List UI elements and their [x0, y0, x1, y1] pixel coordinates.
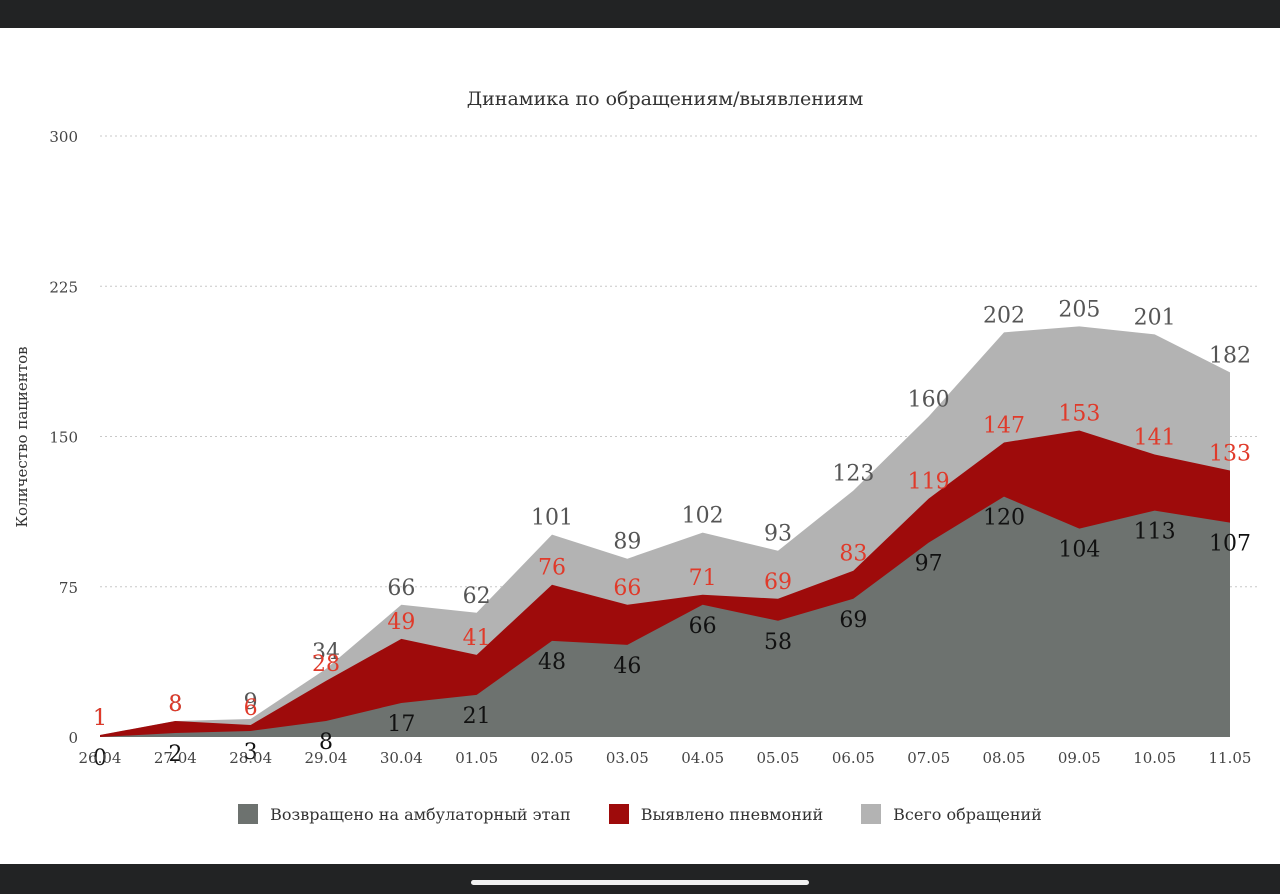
area-series	[100, 496, 1230, 737]
data-label: 1	[93, 706, 107, 731]
legend-swatch-pneumonia	[608, 804, 629, 824]
x-tick-label: 28.04	[229, 749, 272, 767]
legend-item-returned: Возвращено на амбулаторный этап	[238, 804, 571, 824]
x-tick-label: 08.05	[983, 749, 1026, 767]
data-label: 160	[908, 387, 950, 412]
data-label: 101	[531, 506, 573, 531]
data-label: 119	[908, 470, 950, 495]
data-label: 58	[764, 630, 792, 655]
y-tick-label: 225	[49, 278, 78, 296]
chart-title: Динамика по обращениям/выявлениям	[466, 88, 864, 110]
x-tick-label: 04.05	[681, 749, 724, 767]
top-status-bar	[0, 0, 1280, 28]
data-label: 113	[1134, 520, 1176, 545]
data-label: 17	[387, 712, 415, 737]
legend-item-total: Всего обращений	[861, 804, 1042, 824]
x-tick-label: 11.05	[1209, 749, 1252, 767]
legend-swatch-total	[861, 804, 882, 824]
x-tick-label: 05.05	[757, 749, 800, 767]
x-tick-label: 26.04	[79, 749, 122, 767]
data-label: 49	[387, 610, 415, 635]
x-tick-label: 30.04	[380, 749, 423, 767]
x-tick-label: 01.05	[455, 749, 498, 767]
data-label: 3	[244, 740, 258, 765]
legend-label-returned: Возвращено на амбулаторный этап	[270, 804, 571, 824]
data-label: 201	[1134, 305, 1176, 330]
data-label: 141	[1134, 426, 1176, 451]
data-label: 93	[764, 522, 792, 547]
data-label: 28	[312, 652, 340, 677]
data-label: 69	[764, 570, 792, 595]
data-label: 8	[168, 692, 182, 717]
x-tick-label: 07.05	[907, 749, 950, 767]
data-label: 46	[613, 654, 641, 679]
y-tick-label: 150	[49, 429, 78, 447]
data-label: 66	[387, 576, 415, 601]
data-label: 123	[832, 462, 874, 487]
data-label: 69	[839, 608, 867, 633]
x-tick-label: 27.04	[154, 749, 197, 767]
y-tick-label: 0	[68, 729, 78, 747]
legend-label-pneumonia: Выявлено пневмоний	[640, 804, 824, 824]
y-tick-label: 300	[49, 128, 78, 146]
data-label: 66	[613, 576, 641, 601]
data-label: 153	[1058, 401, 1100, 426]
bottom-bar	[0, 864, 1280, 894]
data-label: 205	[1058, 297, 1100, 322]
legend-label-total: Всего обращений	[893, 804, 1042, 824]
data-label: 104	[1058, 538, 1100, 563]
y-tick-label: 75	[59, 579, 78, 597]
data-label: 2	[168, 742, 182, 767]
axis-label-layer: 0 75 150 225 300 26.04 27.04 28.04 29.04 30.04 01.…	[49, 128, 1251, 767]
data-label: 8	[319, 730, 333, 755]
data-label: 133	[1209, 442, 1251, 467]
data-label: 71	[689, 566, 717, 591]
data-label: 89	[613, 530, 641, 555]
x-tick-label: 06.05	[832, 749, 875, 767]
home-indicator	[471, 880, 809, 885]
data-label: 41	[463, 626, 491, 651]
legend-item-pneumonia: Выявлено пневмоний	[608, 804, 824, 824]
data-label: 0	[93, 746, 107, 771]
data-label: 48	[538, 650, 566, 675]
legend-swatch-returned	[238, 804, 259, 824]
data-label: 120	[983, 506, 1025, 531]
data-label: 34	[312, 640, 340, 665]
data-label: 62	[463, 584, 491, 609]
data-label: 107	[1209, 532, 1251, 557]
data-label: 102	[682, 504, 724, 529]
data-label: 21	[463, 704, 491, 729]
x-tick-label: 03.05	[606, 749, 649, 767]
data-label: 182	[1209, 343, 1251, 368]
area-layer	[100, 326, 1230, 737]
data-label: 8	[168, 692, 182, 717]
data-label: 97	[915, 552, 943, 577]
data-label: 147	[983, 414, 1025, 439]
data-label: 6	[244, 696, 258, 721]
data-label: 1	[93, 706, 107, 731]
x-tick-label: 09.05	[1058, 749, 1101, 767]
x-tick-label: 10.05	[1133, 749, 1176, 767]
data-label: 83	[839, 542, 867, 567]
data-label: 9	[244, 690, 258, 715]
x-tick-label: 02.05	[531, 749, 574, 767]
data-label: 202	[983, 303, 1025, 328]
data-label: 66	[689, 614, 717, 639]
legend: Возвращено на амбулаторный этап Выявлено…	[0, 804, 1280, 824]
x-tick-label: 29.04	[305, 749, 348, 767]
data-label: 76	[538, 556, 566, 581]
